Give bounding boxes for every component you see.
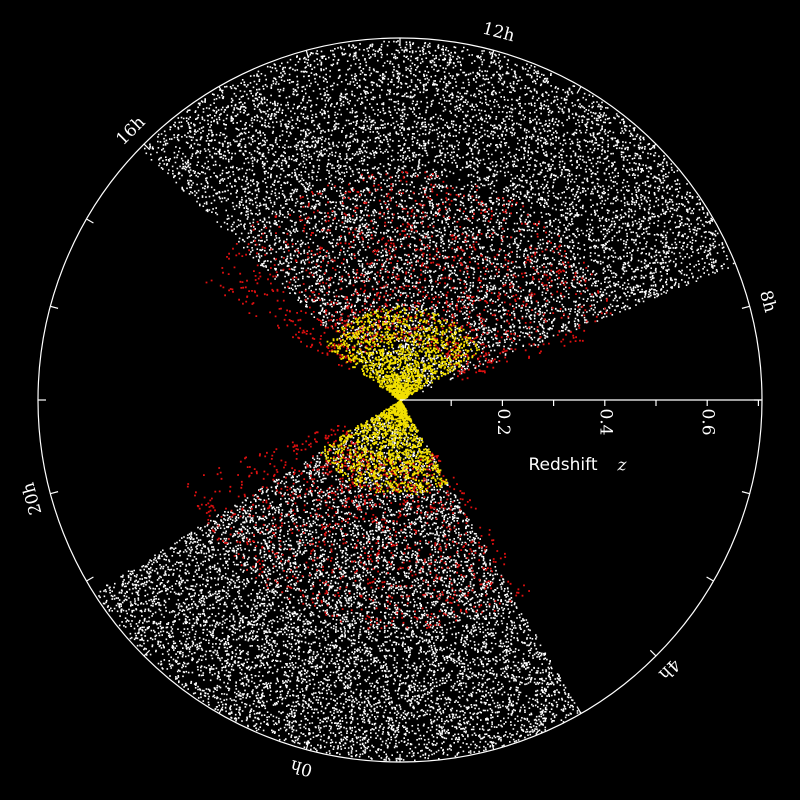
redshift-tick-label: 0.2 xyxy=(493,408,513,435)
point-cloud xyxy=(186,425,530,630)
point-cloud xyxy=(144,40,735,393)
hour-tick xyxy=(86,576,94,582)
point-cloud xyxy=(326,305,480,402)
axis-label: Redshift xyxy=(528,455,597,475)
galaxy-points xyxy=(98,40,735,762)
hour-tick xyxy=(491,50,495,59)
hour-tick xyxy=(649,649,657,657)
point-cloud xyxy=(98,412,582,762)
hour-tick xyxy=(143,143,151,151)
hour-tick xyxy=(741,491,750,495)
redshift-tick-label: 0.6 xyxy=(698,408,718,435)
hour-tick xyxy=(50,491,59,495)
redshift-tick-label: 0.4 xyxy=(595,408,615,435)
axis-symbol: z xyxy=(617,456,628,476)
hour-tick xyxy=(143,649,151,657)
hour-tick xyxy=(649,143,657,151)
hour-tick xyxy=(741,305,750,309)
hour-tick xyxy=(305,50,309,59)
hour-tick xyxy=(86,218,94,224)
point-cloud xyxy=(320,400,448,495)
hour-tick xyxy=(305,741,309,750)
hour-tick xyxy=(50,305,59,309)
hour-tick xyxy=(491,741,495,750)
hour-tick xyxy=(706,218,714,224)
hour-tick xyxy=(706,576,714,582)
hour-tick xyxy=(218,86,224,94)
hour-tick xyxy=(218,706,224,714)
hour-tick xyxy=(576,86,582,94)
hour-tick xyxy=(576,706,582,714)
